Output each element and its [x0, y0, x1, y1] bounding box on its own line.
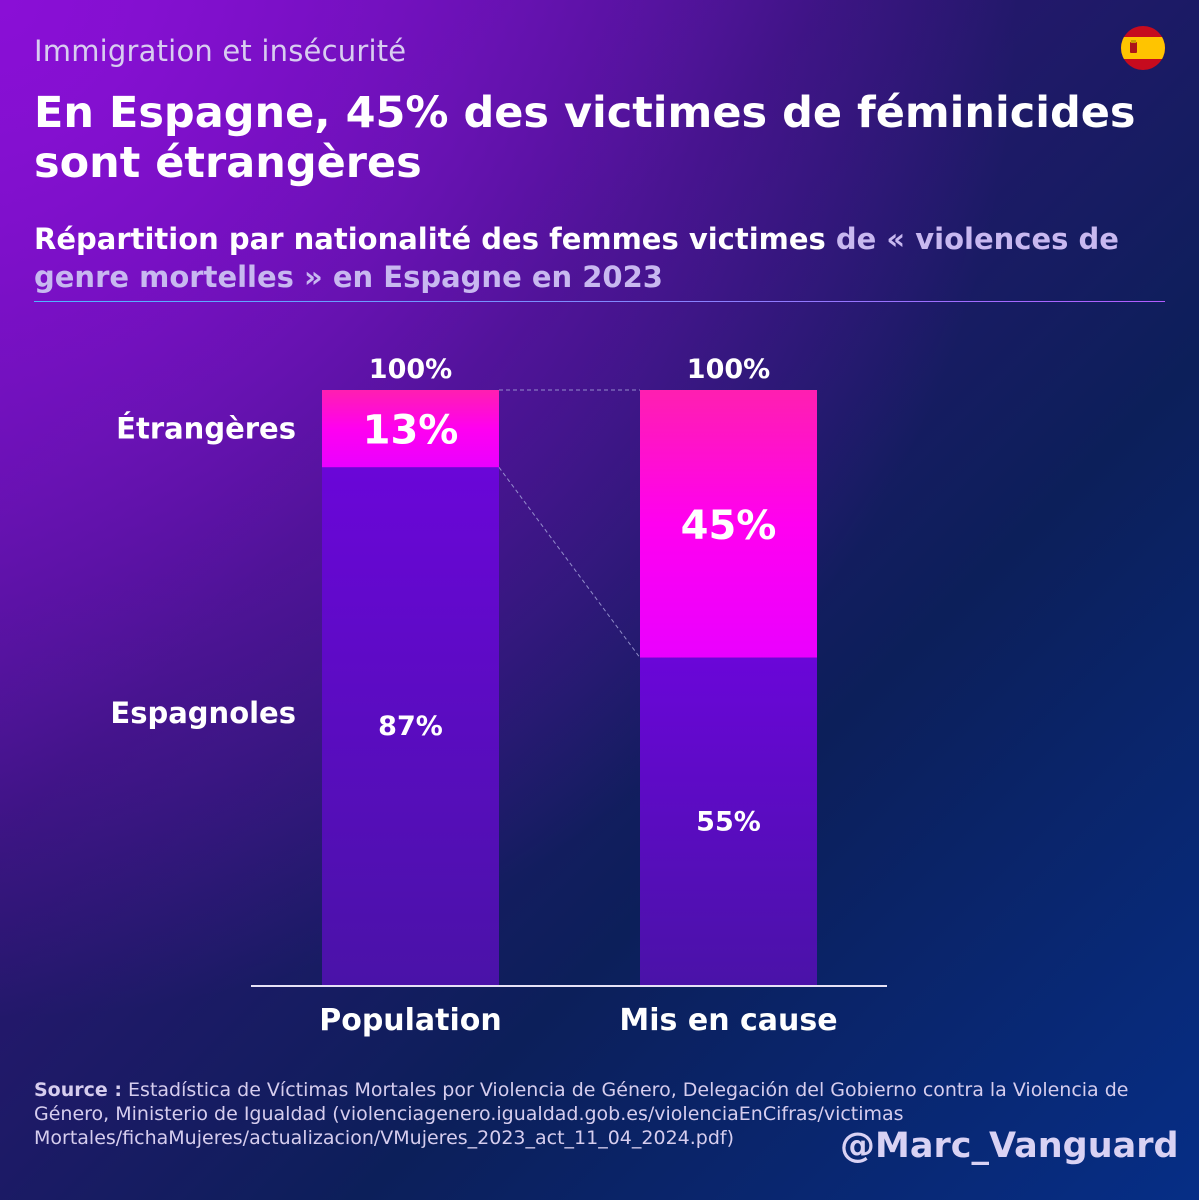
- data-label-foreign-0: 13%: [363, 408, 459, 454]
- x-tick-label-0: Population: [319, 1003, 502, 1038]
- subtitle-part-1: Répartition par nationalité des femmes v…: [34, 222, 836, 256]
- kicker: Immigration et insécurité: [34, 34, 407, 68]
- chart-subtitle: Répartition par nationalité des femmes v…: [34, 220, 1134, 296]
- connector-split: [498, 467, 641, 659]
- source-label: Source :: [34, 1079, 122, 1101]
- data-label-foreign-1: 45%: [681, 503, 777, 549]
- bar-spanish-1: [640, 657, 817, 985]
- series-label-foreign: Étrangères: [116, 412, 296, 446]
- total-label-1: 100%: [687, 354, 770, 385]
- total-label-0: 100%: [369, 354, 452, 385]
- series-label-spanish: Espagnoles: [110, 696, 296, 730]
- source-note: Source : Estadística de Víctimas Mortale…: [34, 1078, 1144, 1150]
- title-divider: [34, 301, 1165, 302]
- headline: En Espagne, 45% des victimes de féminici…: [34, 88, 1136, 188]
- subtitle-part-2: de « violences de genre mortelles » en E…: [34, 222, 1119, 294]
- x-tick-label-1: Mis en cause: [619, 1003, 837, 1038]
- data-label-spanish-1: 55%: [696, 806, 761, 837]
- source-text: Estadística de Víctimas Mortales por Vio…: [34, 1079, 1129, 1149]
- bar-foreign-1: [640, 390, 817, 658]
- author-handle: @Marc_Vanguard: [840, 1126, 1179, 1166]
- spain-flag-icon: [1121, 26, 1165, 70]
- bar-foreign-0: [322, 390, 499, 468]
- bar-spanish-0: [322, 467, 499, 986]
- data-label-spanish-0: 87%: [378, 711, 443, 742]
